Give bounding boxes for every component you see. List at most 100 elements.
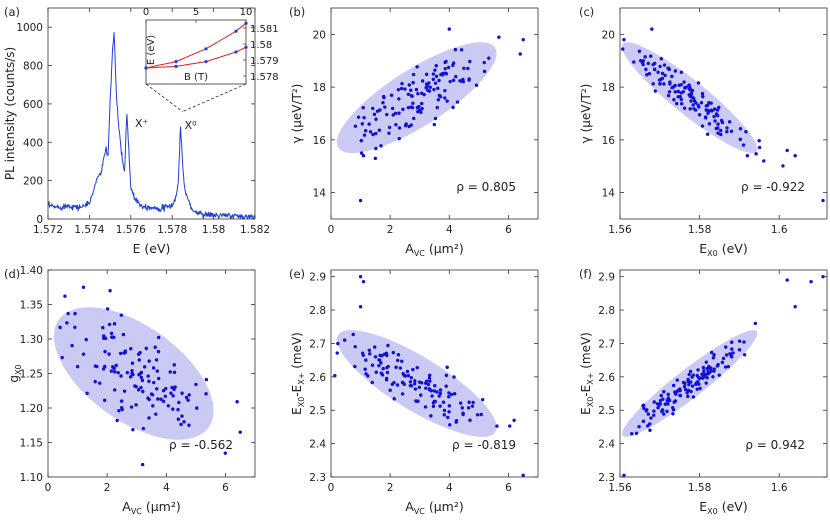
data-point [113,388,117,392]
data-point [351,332,355,337]
data-point [682,80,686,84]
y-tick-label: 14 [602,188,616,200]
data-point [368,352,372,356]
data-point [123,350,127,355]
data-point [358,305,363,309]
data-point [182,420,186,424]
data-point [129,405,134,409]
data-point [479,412,483,417]
data-point [359,138,364,143]
x-tick-label: 1.58 [688,482,711,494]
data-point [409,384,414,388]
peak-label: X⁰ [185,119,198,132]
data-point [444,384,448,388]
data-point [416,91,420,96]
data-point [434,74,439,79]
data-point [745,154,750,158]
data-point [156,349,161,354]
y-tick-label: 16 [602,135,616,147]
y-tick-label: 2.4 [598,439,615,451]
data-point [711,356,716,360]
x-axis-label: EX0​ (eV) [699,241,747,258]
data-point [521,37,525,42]
data-point [683,387,688,392]
data-point [468,59,472,64]
data-point [446,65,451,70]
x-tick-label: 2 [104,482,111,494]
data-point [95,364,99,369]
x-axis-label: AVC​ (μm²) [405,499,464,516]
data-point [431,404,436,409]
y-axis-label: γ (μeV/T²) [579,84,593,144]
y-axis-label: EX0​-EX+​ (meV) [290,332,306,415]
inset-y-tick-label: 1.578 [250,72,279,83]
data-point [424,381,428,385]
data-point [687,372,691,377]
data-point [107,352,111,356]
data-point [678,393,683,398]
data-point [428,85,432,89]
data-point [447,27,451,31]
data-point [140,378,145,383]
data-point [652,400,656,404]
data-point [443,96,447,100]
data-point [662,390,666,394]
data-point [438,94,443,99]
data-point [419,381,424,385]
data-point [194,382,198,387]
data-point [358,274,363,279]
data-point [70,343,74,348]
data-point [383,105,387,109]
data-point [396,353,401,357]
data-point [638,58,643,63]
data-point [397,111,401,115]
data-point [397,136,401,141]
data-point [141,426,146,431]
data-point [164,386,168,391]
x-tick-label: 1.58 [688,224,711,236]
data-point [406,373,411,378]
data-point [461,412,465,417]
data-point [762,159,766,163]
x-axis-label: E (eV) [133,241,171,256]
data-point [363,367,367,371]
data-point [130,361,135,365]
data-point [381,100,385,105]
data-point [391,350,395,355]
data-point [793,305,797,309]
data-point [709,350,714,355]
plot-area [333,274,525,477]
data-point [110,335,114,339]
data-point [650,27,654,31]
data-point [673,90,677,94]
data-point [487,56,491,60]
data-point [719,128,723,133]
data-point [691,96,696,100]
y-tick-label: 2.7 [309,338,326,350]
panel-label: (d) [4,267,20,281]
confidence-ellipse [336,42,497,154]
data-point [427,376,432,380]
data-point [725,126,729,130]
data-point [136,388,141,392]
data-point [679,70,684,74]
y-tick-label: 2.5 [309,405,326,417]
data-point [642,406,646,411]
data-point [431,77,436,82]
y-tick-label: 18 [313,82,326,94]
y-tick-label: 1.10 [20,472,43,484]
data-point [406,92,411,97]
inset-point [234,50,238,54]
inset-point [234,29,238,33]
data-point [656,406,660,410]
data-point [447,395,451,399]
x-axis-label: AVC​ (μm²) [122,499,181,516]
data-point [737,348,742,352]
data-point [364,358,368,362]
data-point [719,132,723,137]
data-point [482,69,487,74]
data-point [117,409,121,413]
x-tick-label: 4 [446,224,453,236]
data-point [645,408,649,412]
data-point [649,416,653,420]
